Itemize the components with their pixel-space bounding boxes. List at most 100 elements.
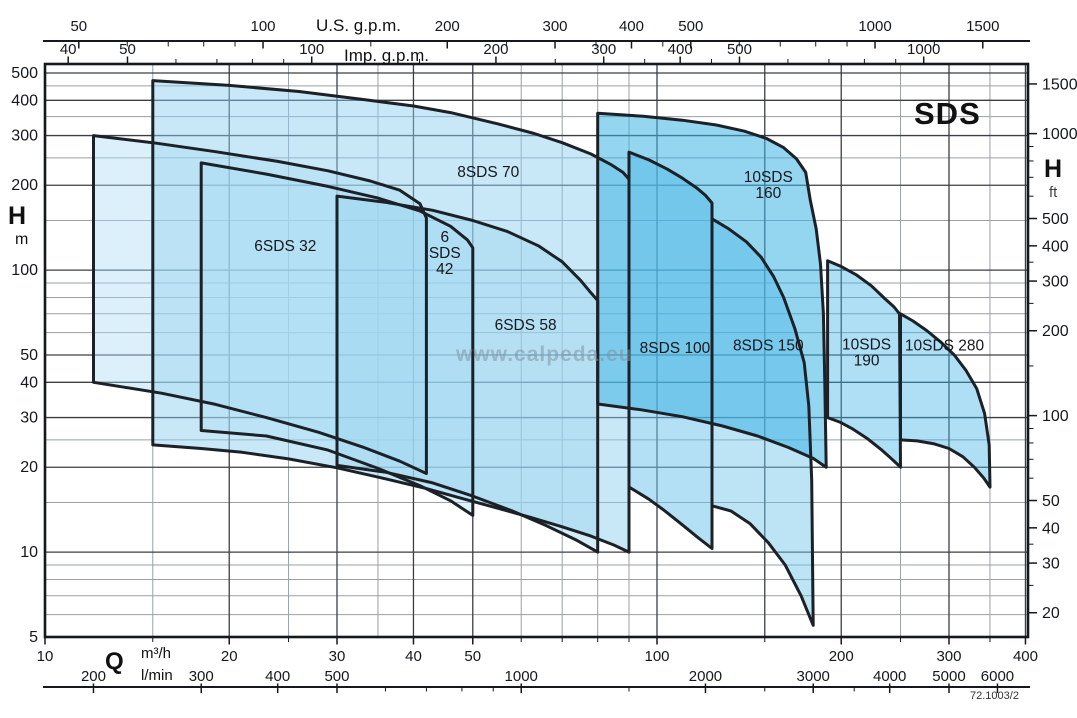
tick-label: 4000 (873, 668, 906, 685)
envelope-label-10sds190: 190 (854, 353, 880, 370)
tick-label: 100 (299, 41, 324, 58)
tick-label: 50 (20, 347, 38, 364)
envelope-label-6sds42: 42 (436, 261, 453, 278)
envelope-fill-10sds190 (827, 260, 901, 468)
envelope-label-10sds160: 10SDS (744, 169, 793, 186)
tick-label: 100 (11, 262, 38, 279)
envelope-outline-8sds150 (710, 217, 815, 627)
tick-label: 10 (20, 544, 38, 561)
envelope-fill-10sds280 (900, 313, 990, 488)
plot-border (43, 62, 1030, 639)
tick-label: 5 (29, 629, 38, 646)
tick-label: 50 (464, 648, 481, 665)
envelope-label-6sds42: SDS (429, 245, 461, 262)
us-gpm-axis-title: U.S. g.p.m. (316, 16, 402, 35)
envelope-outline-6sds32 (92, 134, 428, 475)
tick-label: 50 (119, 41, 136, 58)
tick-label: 30 (20, 410, 38, 427)
tick-label: 400 (668, 41, 693, 58)
envelope-outline-10sds160 (596, 111, 828, 469)
tick-label: 200 (483, 41, 508, 58)
tick-label: 400 (619, 18, 644, 35)
tick-label: 10 (37, 648, 54, 665)
tick-label: 200 (435, 18, 460, 35)
envelope-label-10sds280: 10SDS 280 (905, 338, 985, 355)
tick-label: 1500 (966, 18, 999, 35)
flow-axis-unit-lmin: l/min (141, 667, 173, 684)
series-title: SDS (914, 96, 981, 131)
tick-label: 1500 (1042, 76, 1077, 93)
tick-label: 500 (1042, 211, 1069, 228)
envelope-outlines (92, 79, 992, 627)
imp-gpm-axis-title: Imp. g.p.m. (344, 46, 430, 65)
tick-label: 1000 (1042, 126, 1077, 143)
envelope-fill-6sds32 (93, 135, 427, 474)
tick-label: 40 (20, 374, 38, 391)
tick-label: 50 (70, 18, 87, 35)
watermark: www.calpeda.eu (456, 343, 633, 366)
tick-label: 500 (324, 668, 349, 685)
tick-label: 20 (221, 648, 238, 665)
tick-label: 1000 (858, 18, 891, 35)
tick-label: 300 (936, 648, 961, 665)
tick-label: 6000 (981, 668, 1014, 685)
tick-label: 400 (11, 92, 38, 109)
tick-label: 1000 (907, 41, 940, 58)
document-code: 72.1003/2 (970, 690, 1019, 702)
envelope-label-8sds150: 8SDS 150 (733, 338, 804, 355)
tick-label: 100 (1042, 408, 1069, 425)
flow-axis-title: Q (105, 648, 124, 675)
tick-label: 20 (20, 459, 38, 476)
envelope-label-6sds32: 6SDS 32 (254, 238, 316, 255)
tick-label: 300 (591, 41, 616, 58)
envelope-outline-10sds280 (899, 312, 992, 489)
envelope-outline-6sds42 (199, 161, 475, 517)
tick-label: 300 (189, 668, 214, 685)
tick-label: 500 (11, 65, 38, 82)
envelope-label-8sds100: 8SDS 100 (640, 340, 711, 357)
tick-label: 300 (1042, 274, 1069, 291)
head-axis-title-ft: H (1044, 155, 1063, 183)
tick-label: 400 (1042, 238, 1069, 255)
tick-label: 20 (1042, 605, 1060, 622)
envelope-outline-6sds58 (335, 194, 600, 554)
tick-label: 40 (1042, 520, 1060, 537)
tick-label: 1000 (505, 668, 538, 685)
tick-label: 200 (1042, 323, 1069, 340)
envelope-label-8sds70: 8SDS 70 (457, 164, 519, 181)
envelope-label-6sds58: 6SDS 58 (495, 317, 557, 334)
tick-label: 400 (1013, 648, 1038, 665)
tick-label: 200 (11, 177, 38, 194)
gridlines-dark (44, 64, 1028, 638)
head-axis-unit-ft: ft (1049, 184, 1058, 201)
tick-label: 300 (543, 18, 568, 35)
tick-label: 50 (1042, 493, 1060, 510)
envelope-fill-8sds70 (152, 80, 630, 553)
tick-label: 400 (265, 668, 290, 685)
head-axis-title-m: H (8, 202, 27, 230)
tick-label: 200 (829, 648, 854, 665)
flow-axis-unit-m3h: m³/h (141, 645, 171, 662)
envelope-outline-8sds100 (627, 150, 714, 550)
tick-label: 3000 (797, 668, 830, 685)
envelope-label-10sds160: 160 (755, 185, 781, 202)
tick-label: 300 (11, 128, 38, 145)
tick-label: 40 (405, 648, 422, 665)
tick-label: 30 (329, 648, 346, 665)
tick-label: 500 (727, 41, 752, 58)
head-axis-unit-m: m (15, 231, 29, 248)
tick-label: 200 (81, 668, 106, 685)
tick-label: 2000 (689, 668, 722, 685)
envelope-label-10sds190: 10SDS (842, 337, 891, 354)
tick-label: 500 (678, 18, 703, 35)
tick-label: 5000 (932, 668, 965, 685)
tick-label: 40 (60, 41, 77, 58)
envelope-label-6sds42: 6 (440, 229, 449, 246)
tick-label: 30 (1042, 556, 1060, 573)
tick-label: 100 (251, 18, 276, 35)
tick-label: 100 (644, 648, 669, 665)
